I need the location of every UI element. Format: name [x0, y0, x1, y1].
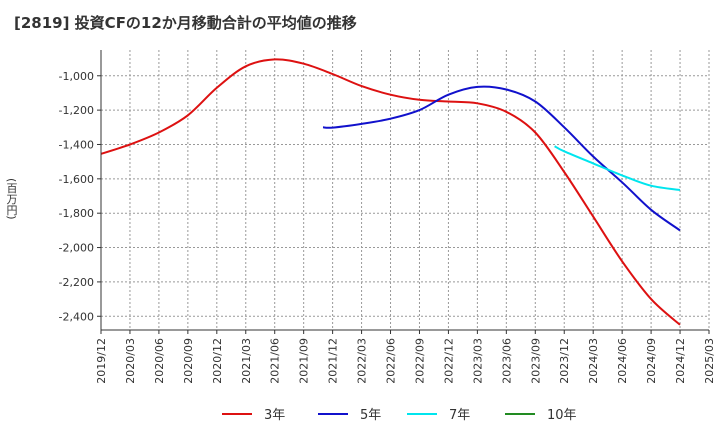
- y-tick-label: -2,000: [59, 242, 94, 255]
- y-axis-label: (百万円): [5, 178, 18, 220]
- x-tick-label: 2023/12: [558, 338, 571, 384]
- grid-lines: [100, 50, 710, 330]
- series-line-3: [554, 145, 681, 191]
- x-tick-label: 2023/09: [529, 338, 542, 384]
- series-line-1: [100, 58, 681, 326]
- x-tick-label: 2021/06: [269, 338, 282, 384]
- legend-label-2: 5年: [360, 408, 381, 423]
- legend-label-4: 10年: [547, 408, 577, 423]
- x-tick-label: 2022/03: [356, 338, 369, 384]
- x-tick-label: 2024/09: [645, 338, 658, 384]
- x-tick-label: 2022/06: [385, 338, 398, 384]
- x-tick-label: 2019/12: [95, 338, 108, 384]
- x-tick-label: 2020/06: [153, 338, 166, 384]
- x-tick-label: 2020/03: [124, 338, 137, 384]
- x-tick-label: 2020/09: [182, 338, 195, 384]
- series-lines: [100, 58, 681, 326]
- chart-title: [2819] 投資CFの12か月移動合計の平均値の推移: [14, 14, 357, 32]
- x-tick-label: 2022/09: [413, 338, 426, 384]
- x-tick-label: 2021/09: [298, 338, 311, 384]
- y-tick-label: -1,600: [59, 173, 94, 186]
- y-tick-label: -1,400: [59, 138, 94, 151]
- x-tick-label: 2024/03: [587, 338, 600, 384]
- x-tick-label: 2021/03: [240, 338, 253, 384]
- series-line-2: [322, 85, 681, 232]
- x-tick-label: 2025/03: [703, 338, 716, 384]
- legend-label-3: 7年: [449, 408, 470, 423]
- x-tick-label: 2020/12: [211, 338, 224, 384]
- plot-area: [101, 50, 709, 330]
- x-tick-label: 2023/03: [471, 338, 484, 384]
- y-tick-label: -1,200: [59, 104, 94, 117]
- x-tick-label: 2023/06: [500, 338, 513, 384]
- x-axis-ticks: 2019/12 2020/03 2020/06 2020/09 2020/12 2021/…: [95, 330, 716, 384]
- y-tick-label: -2,400: [59, 310, 94, 323]
- x-tick-label: 2024/12: [674, 338, 687, 384]
- y-tick-label: -1,000: [59, 70, 94, 83]
- legend-label-1: 3年: [264, 408, 285, 423]
- legend: 3年 5年 7年 10年: [222, 408, 577, 423]
- y-tick-label: -1,800: [59, 207, 94, 220]
- x-tick-label: 2021/12: [327, 338, 340, 384]
- y-tick-label: -2,200: [59, 276, 94, 289]
- x-tick-label: 2022/12: [442, 338, 455, 384]
- x-tick-label: 2024/06: [616, 338, 629, 384]
- y-axis-ticks: -1,000 -1,200 -1,400 -1,600 -1,800 -2,000 -2,2…: [59, 70, 101, 323]
